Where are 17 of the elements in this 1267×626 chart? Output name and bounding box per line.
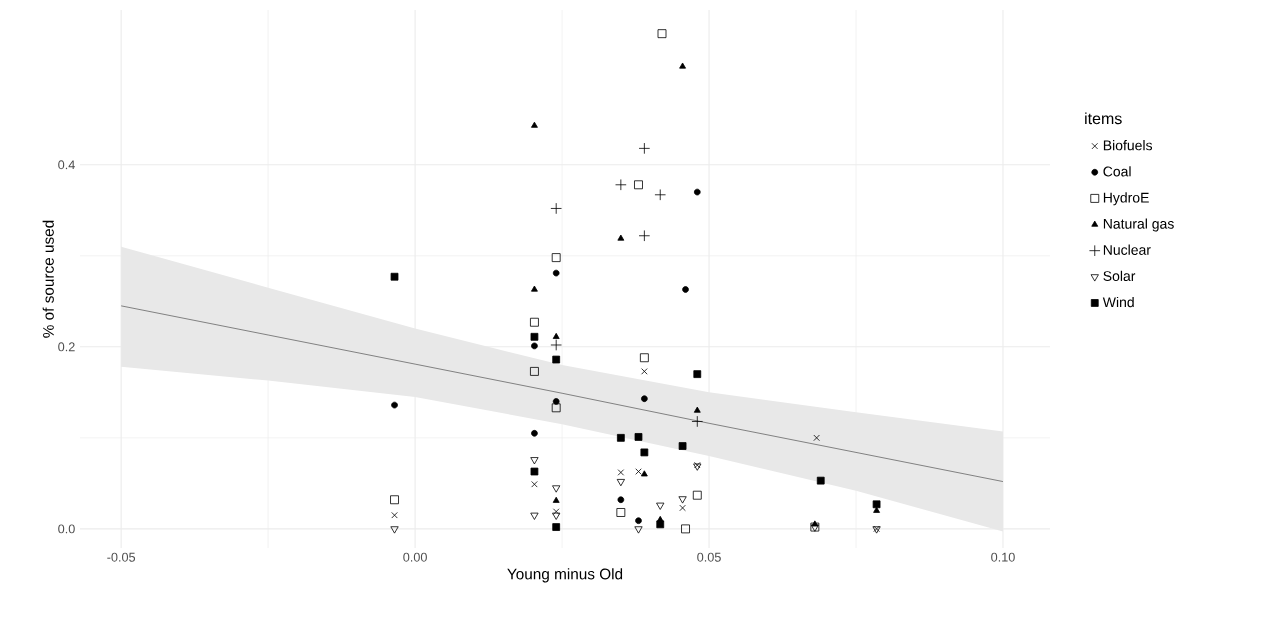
x-tick-label: 0.00 bbox=[403, 552, 427, 562]
legend-label: HydroE bbox=[1103, 192, 1149, 206]
y-tick-label: 0.4 bbox=[58, 160, 75, 170]
y-tick-label: 0.2 bbox=[58, 342, 75, 352]
legend-label: Nuclear bbox=[1103, 244, 1151, 255]
x-axis-title: Young minus Old bbox=[507, 568, 623, 583]
x-tick-label: 0.05 bbox=[697, 552, 721, 562]
legend-label: Biofuels bbox=[1103, 140, 1153, 151]
y-axis-title: % of source used bbox=[42, 220, 54, 338]
legend-label: Coal bbox=[1103, 166, 1131, 177]
legend-label: Natural gas bbox=[1103, 218, 1174, 232]
legend-title: items bbox=[1085, 112, 1122, 125]
y-tick-label: 0.0 bbox=[58, 524, 75, 534]
x-tick-label: -0.05 bbox=[107, 552, 136, 562]
legend-label: Wind bbox=[1102, 296, 1134, 308]
legend-label: Solar bbox=[1103, 270, 1136, 282]
x-tick-label: 0.10 bbox=[991, 552, 1015, 562]
